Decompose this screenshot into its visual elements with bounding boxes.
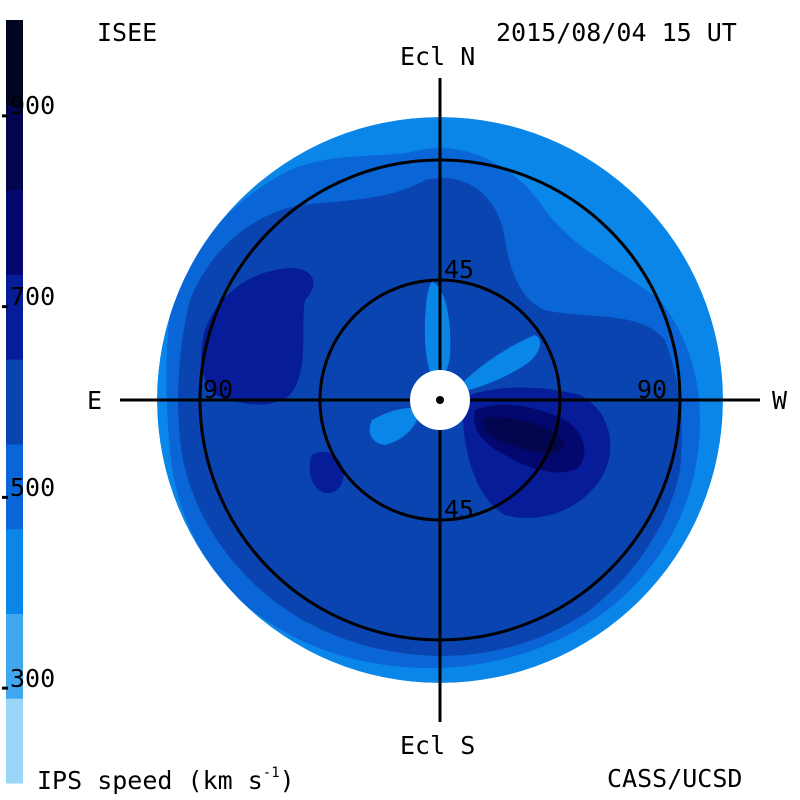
speed-zone-800 xyxy=(483,417,564,453)
speed-zone-300-sw-lobe xyxy=(369,408,420,445)
colorbar-tick xyxy=(2,686,8,690)
colorbar-band xyxy=(6,104,23,191)
speed-zone-300-ne-lobe xyxy=(460,335,541,392)
colorbar-band xyxy=(6,613,23,699)
timestamp-label: 2015/08/04 15 UT xyxy=(496,18,737,47)
colorbar-band xyxy=(6,274,23,360)
axis-label-south: Ecl S xyxy=(400,731,476,760)
colorbar-title: IPS speed (km s-1) xyxy=(37,765,295,795)
colorbar-tick-label: 500 xyxy=(10,472,56,502)
credit-label: CASS/UCSD xyxy=(607,764,743,793)
colorbar xyxy=(2,20,23,784)
colorbar-tick-label: 700 xyxy=(10,282,56,312)
ring-45-label-top: 45 xyxy=(444,255,475,284)
source-label: ISEE xyxy=(97,18,158,47)
ring-45-label-bottom: 45 xyxy=(444,495,475,524)
colorbar-band xyxy=(6,443,23,530)
ring-90-label-left: 90 xyxy=(203,375,234,404)
colorbar-band xyxy=(6,698,23,784)
colorbar-tick xyxy=(2,305,8,309)
colorbar-band xyxy=(6,359,23,445)
colorbar-tick xyxy=(2,114,8,118)
colorbar-band xyxy=(6,20,23,106)
colorbar-band xyxy=(6,528,23,614)
speed-zone-600-south xyxy=(309,451,344,494)
axis-label-east: E xyxy=(87,386,103,415)
axis-label-north: Ecl N xyxy=(400,42,476,71)
speed-zone-600-west xyxy=(201,268,314,405)
sun-center-dot xyxy=(436,396,444,404)
ring-90-label-right: 90 xyxy=(637,375,668,404)
colorbar-band xyxy=(6,189,23,275)
speed-zone-300-north-lobe xyxy=(424,282,451,380)
colorbar-tick-label: 300 xyxy=(10,663,56,693)
colorbar-tick xyxy=(2,495,8,499)
colorbar-tick-label: 900 xyxy=(10,91,56,121)
axis-label-west: W xyxy=(772,386,788,415)
